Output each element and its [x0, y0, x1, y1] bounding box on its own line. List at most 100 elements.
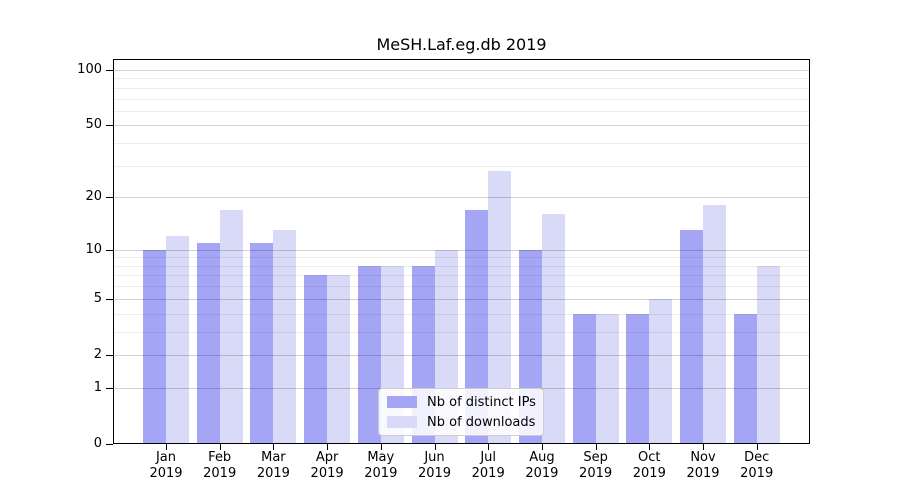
major-gridline — [114, 354, 809, 356]
bar — [703, 205, 726, 443]
x-tick-label: Apr 2019 — [297, 450, 357, 482]
minor-gridline — [114, 87, 809, 89]
x-tick-month: Mar — [261, 450, 286, 465]
y-tick-label: 1 — [93, 379, 102, 395]
bar — [541, 214, 565, 443]
y-tick-label: 100 — [77, 62, 102, 77]
bar — [756, 265, 780, 443]
minor-gridline — [114, 98, 809, 100]
x-tick-mark — [327, 444, 328, 450]
x-tick-mark — [273, 444, 274, 450]
x-tick-year: 2019 — [364, 466, 398, 481]
bar — [572, 313, 596, 443]
x-tick-year: 2019 — [149, 466, 183, 481]
y-tick-mark — [106, 388, 113, 389]
x-tick-year: 2019 — [579, 466, 613, 481]
minor-gridline — [114, 265, 809, 267]
y-tick-label: 50 — [85, 117, 102, 133]
bar — [196, 242, 220, 443]
bar — [219, 209, 243, 443]
x-tick-label: Sep 2019 — [566, 450, 626, 482]
x-tick-mark — [220, 444, 221, 450]
x-tick-mark — [596, 444, 597, 450]
x-tick-mark — [166, 444, 167, 450]
x-tick-month: May — [367, 450, 395, 465]
bar — [304, 275, 328, 443]
bar — [465, 209, 489, 443]
x-tick-year: 2019 — [417, 466, 452, 481]
y-tick-mark — [106, 197, 113, 198]
major-gridline — [114, 298, 809, 300]
bar — [166, 236, 189, 443]
bar — [595, 313, 619, 443]
x-tick-month: Feb — [208, 450, 232, 465]
x-tick-year: 2019 — [686, 466, 720, 481]
major-gridline — [114, 70, 809, 71]
x-tick-mark — [757, 444, 758, 450]
x-tick-month: Sep — [583, 450, 608, 465]
x-tick-mark — [649, 444, 650, 450]
y-tick-label: 5 — [93, 290, 102, 306]
y-tick-mark — [106, 355, 113, 356]
major-gridline — [114, 249, 809, 251]
minor-gridline — [114, 286, 809, 288]
x-tick-mark — [488, 444, 489, 450]
chart-title: MeSH.Laf.eg.db 2019 — [376, 35, 547, 54]
x-tick-month: Nov — [690, 450, 716, 465]
legend-label: Nb of downloads — [427, 414, 536, 430]
bar — [733, 313, 757, 443]
y-tick-mark — [106, 299, 113, 300]
x-tick-month: Aug — [529, 450, 555, 465]
minor-gridline — [114, 78, 809, 80]
minor-gridline — [114, 331, 809, 333]
major-gridline — [114, 125, 809, 127]
x-tick-label: Jul 2019 — [458, 450, 518, 482]
plot-area — [113, 59, 810, 444]
y-tick-label: 20 — [85, 189, 102, 205]
x-tick-mark — [381, 444, 382, 450]
y-tick-mark — [106, 70, 113, 71]
y-tick-label: 2 — [93, 346, 102, 362]
minor-gridline — [114, 257, 809, 259]
x-tick-label: Mar 2019 — [243, 450, 303, 482]
x-tick-mark — [435, 444, 436, 450]
bar — [357, 265, 381, 443]
minor-gridline — [114, 110, 809, 112]
bar — [250, 242, 274, 443]
bar — [143, 249, 166, 443]
bar — [626, 313, 650, 443]
x-tick-label: Jun 2019 — [405, 450, 465, 482]
major-gridline — [114, 197, 809, 199]
legend: Nb of distinct IPs Nb of downloads — [378, 388, 544, 436]
x-tick-month: Apr — [315, 450, 339, 465]
bar — [273, 230, 297, 443]
x-tick-year: 2019 — [525, 466, 559, 481]
x-tick-year: 2019 — [256, 466, 290, 481]
x-tick-label: Dec 2019 — [727, 450, 787, 482]
x-tick-label: Feb 2019 — [190, 450, 250, 482]
x-tick-month: Oct — [638, 450, 661, 465]
x-tick-month: Jul — [480, 450, 497, 465]
y-tick-mark — [106, 125, 113, 126]
x-tick-label: Jan 2019 — [136, 450, 196, 482]
legend-swatch — [387, 416, 417, 428]
x-tick-label: Nov 2019 — [673, 450, 733, 482]
minor-gridline — [114, 313, 809, 315]
x-tick-year: 2019 — [740, 466, 774, 481]
x-tick-label: May 2019 — [351, 450, 411, 482]
bar — [680, 230, 703, 443]
x-tick-month: Jan — [155, 450, 177, 465]
minor-gridline — [114, 143, 809, 145]
y-tick-label: 10 — [85, 241, 102, 257]
legend-item: Nb of downloads — [387, 415, 543, 430]
bar — [649, 298, 673, 443]
bar — [488, 171, 512, 443]
x-tick-month: Jun — [424, 450, 445, 465]
minor-gridline — [114, 165, 809, 167]
legend-item: Nb of distinct IPs — [387, 395, 543, 410]
x-tick-mark — [542, 444, 543, 450]
x-tick-year: 2019 — [632, 466, 666, 481]
x-tick-year: 2019 — [203, 466, 237, 481]
legend-label: Nb of distinct IPs — [427, 394, 536, 410]
